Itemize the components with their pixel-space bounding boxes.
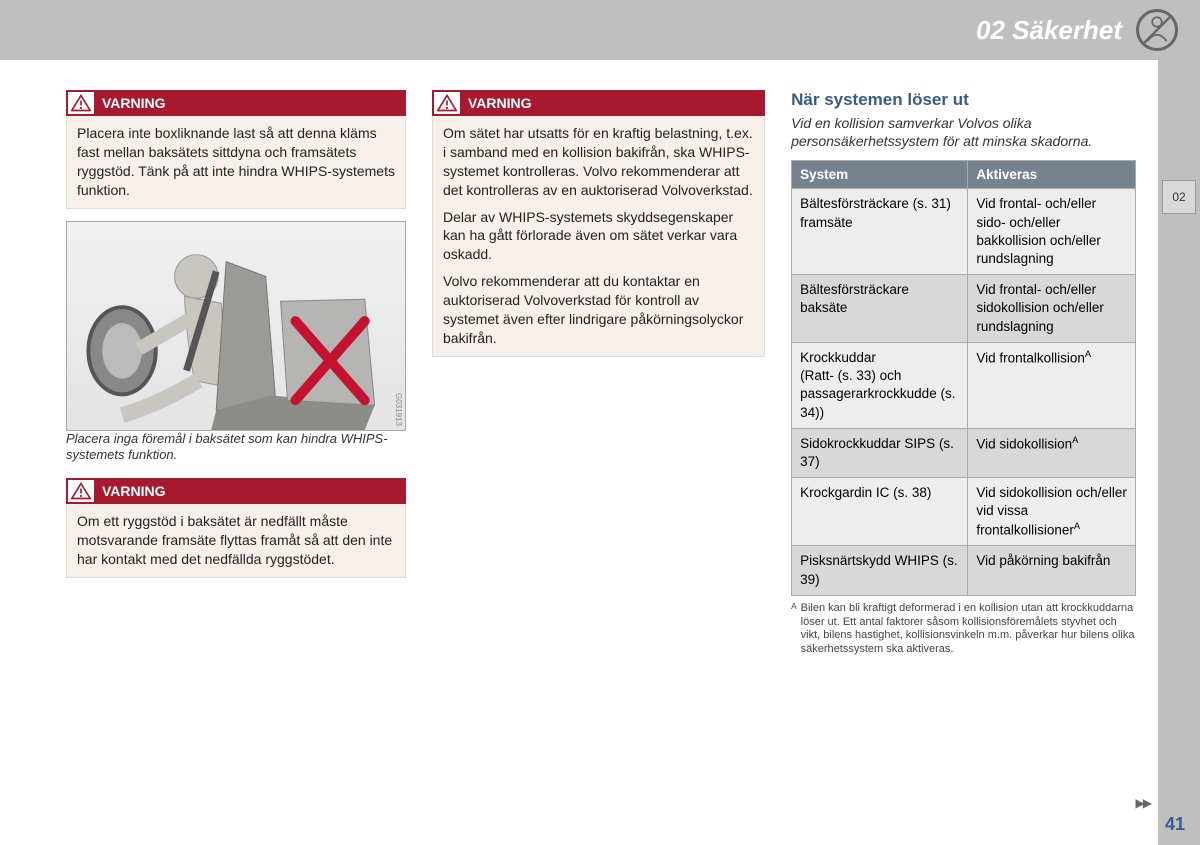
cell-text: Krockkuddar (800, 350, 876, 365)
warning-label: VARNING (102, 95, 166, 111)
warning-box-1: VARNING Placera inte boxliknande last så… (66, 90, 406, 209)
figure: G031913 Placera inga föremål i baksätet … (66, 221, 406, 465)
warning-header: VARNING (432, 90, 765, 116)
column-3: När systemen löser ut Vid en kollision s… (791, 90, 1136, 657)
table-cell: Vid frontal- och/eller sidokollision och… (968, 275, 1136, 343)
table-cell: Vid sidokollision och/eller vid vissa fr… (968, 478, 1136, 546)
warning-label: VARNING (102, 483, 166, 499)
warning-body: Om ett ryggstöd i baksätet är nedfällt m… (66, 504, 406, 578)
footnote-mark: A (791, 602, 797, 657)
footnote-ref: A (1085, 349, 1091, 360)
warning-body: Placera inte boxliknande last så att den… (66, 116, 406, 209)
warning-header: VARNING (66, 90, 406, 116)
table-cell: Krockgardin IC (s. 38) (792, 478, 968, 546)
column-2: VARNING Om sätet har utsatts för en kraf… (432, 90, 765, 657)
page-header: 02 Säkerhet (0, 0, 1200, 60)
warning-box-3: VARNING Om sätet har utsatts för en kraf… (432, 90, 765, 357)
figure-image: G031913 (66, 221, 406, 431)
cell-text: (Ratt- (s. 33) och passagerarkrockkudde … (800, 368, 955, 419)
right-margin-bar (1158, 60, 1200, 845)
column-1: VARNING Placera inte boxliknande last så… (66, 90, 406, 657)
systems-table: System Aktiveras Bältesförsträckare (s. … (791, 160, 1136, 595)
warning-body: Om sätet har utsatts för en kraftig bela… (432, 116, 765, 357)
no-seatbelt-icon (1136, 9, 1178, 51)
table-row: Pisksnärtskydd WHIPS (s. 39) Vid påkörni… (792, 546, 1136, 595)
warning-box-2: VARNING Om ett ryggstöd i baksätet är ne… (66, 478, 406, 578)
footnote-ref: A (1074, 521, 1080, 532)
table-cell: Vid frontalkollisionA (968, 342, 1136, 428)
chapter-title: 02 Säkerhet (976, 15, 1122, 46)
table-header: System (792, 161, 968, 189)
warning-label: VARNING (468, 95, 532, 111)
section-heading: När systemen löser ut (791, 90, 1136, 110)
table-cell: Vid sidokollisionA (968, 428, 1136, 477)
warning-text: Om sätet har utsatts för en kraftig bela… (443, 124, 754, 200)
figure-code: G031913 (394, 393, 403, 426)
chapter-tab: 02 (1162, 180, 1196, 214)
cell-text: Vid frontalkollision (976, 350, 1085, 365)
table-row: Bältesförsträckare baksäte Vid frontal- … (792, 275, 1136, 343)
table-cell: Bältesförsträckare baksäte (792, 275, 968, 343)
table-header-row: System Aktiveras (792, 161, 1136, 189)
warning-text: Om ett ryggstöd i baksätet är nedfällt m… (77, 512, 395, 569)
table-cell: Sidokrockkuddar SIPS (s. 37) (792, 428, 968, 477)
warning-text: Placera inte boxliknande last så att den… (77, 124, 395, 200)
table-footnote: A Bilen kan bli kraftigt deformerad i en… (791, 602, 1136, 657)
warning-text: Volvo rekommenderar att du kontaktar en … (443, 272, 754, 348)
table-cell: Pisksnärtskydd WHIPS (s. 39) (792, 546, 968, 595)
table-row: Krockkuddar (Ratt- (s. 33) och passagera… (792, 342, 1136, 428)
figure-caption: Placera inga föremål i baksätet som kan … (66, 431, 406, 465)
warning-text: Delar av WHIPS-systemets skyddsegenskape… (443, 208, 754, 265)
main-content: VARNING Placera inte boxliknande last så… (66, 90, 1136, 657)
footnote-ref: A (1072, 435, 1078, 446)
warning-triangle-icon (68, 480, 94, 502)
table-row: Krockgardin IC (s. 38) Vid sidokollision… (792, 478, 1136, 546)
continue-marker: ▶▶ (1136, 796, 1150, 810)
warning-header: VARNING (66, 478, 406, 504)
cell-text: Vid sidokollision (976, 436, 1072, 451)
table-row: Bältesförsträckare (s. 31) framsäte Vid … (792, 189, 1136, 275)
warning-triangle-icon (434, 92, 460, 114)
table-cell: Bältesförsträckare (s. 31) framsäte (792, 189, 968, 275)
page-number: 41 (1160, 814, 1190, 835)
section-intro: Vid en kollision samverkar Volvos olika … (791, 114, 1136, 150)
cell-text: Vid sidokollision och/eller vid vissa fr… (976, 485, 1127, 537)
footnote-text: Bilen kan bli kraftigt deformerad i en k… (801, 602, 1136, 657)
table-cell: Vid frontal- och/eller sido- och/eller b… (968, 189, 1136, 275)
table-cell: Vid påkörning bakifrån (968, 546, 1136, 595)
table-header: Aktiveras (968, 161, 1136, 189)
warning-triangle-icon (68, 92, 94, 114)
table-row: Sidokrockkuddar SIPS (s. 37) Vid sidokol… (792, 428, 1136, 477)
table-cell: Krockkuddar (Ratt- (s. 33) och passagera… (792, 342, 968, 428)
